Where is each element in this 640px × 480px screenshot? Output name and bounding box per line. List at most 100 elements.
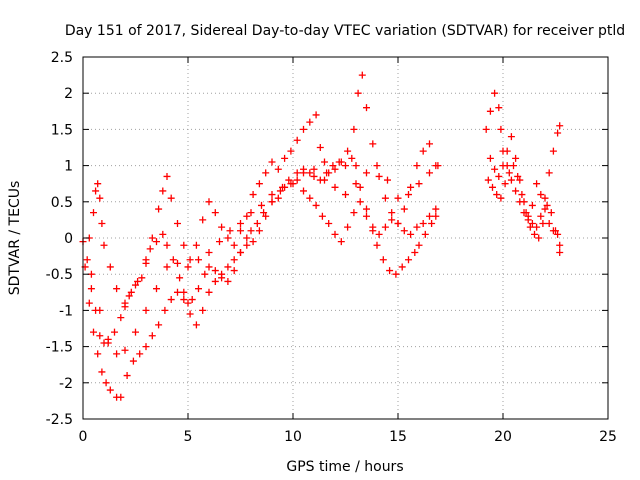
plus-marker <box>331 183 339 191</box>
plus-marker <box>159 187 167 195</box>
plus-marker <box>426 169 433 177</box>
plus-marker <box>363 169 370 177</box>
plus-marker <box>312 201 320 209</box>
plus-marker <box>237 220 244 228</box>
plus-marker <box>434 162 442 170</box>
plus-marker <box>218 223 226 231</box>
plus-marker <box>268 158 276 166</box>
plus-marker <box>342 191 349 199</box>
plus-marker <box>268 198 276 206</box>
plus-marker <box>426 212 433 220</box>
plus-marker <box>497 194 505 202</box>
plus-marker <box>524 212 532 220</box>
plus-marker <box>125 292 133 300</box>
axis-ticks <box>82 56 609 420</box>
plus-marker <box>384 176 391 184</box>
y-tick-labels: -2.5 -2 -1.5 -1 -0.5 0 0.5 1 1.5 2 2.5 <box>46 50 73 428</box>
plus-marker <box>312 111 320 119</box>
plus-marker <box>205 288 213 296</box>
plus-marker <box>285 176 293 184</box>
plus-marker <box>400 205 408 213</box>
plus-marker <box>127 288 135 296</box>
plus-marker <box>243 241 251 249</box>
plus-marker <box>556 241 564 249</box>
plus-marker <box>142 306 150 314</box>
plus-marker <box>255 180 263 188</box>
plus-marker <box>153 285 160 293</box>
x-tick-label: 20 <box>494 429 512 445</box>
plus-marker <box>205 198 213 206</box>
plus-marker <box>400 227 408 235</box>
plus-marker <box>218 274 226 282</box>
plus-marker <box>123 372 131 380</box>
plus-marker <box>159 230 167 238</box>
plus-marker <box>262 212 270 220</box>
plot-frame <box>82 56 609 420</box>
plus-marker <box>192 241 200 249</box>
plus-marker <box>419 220 427 228</box>
plus-marker <box>541 205 549 213</box>
plus-marker <box>543 201 551 209</box>
x-tick-labels: 0 5 10 15 20 25 <box>79 429 617 445</box>
plus-marker <box>96 332 104 340</box>
plus-marker <box>520 198 528 206</box>
plus-marker <box>224 263 232 271</box>
plus-marker <box>226 227 234 235</box>
plus-marker <box>188 296 196 304</box>
plus-marker <box>407 230 415 238</box>
plus-marker <box>528 201 536 209</box>
plus-marker <box>300 187 307 195</box>
plus-marker <box>369 223 377 231</box>
plus-marker <box>134 277 142 285</box>
plus-marker <box>392 270 400 278</box>
series-trace-g <box>486 133 564 256</box>
plus-marker <box>184 263 192 271</box>
plus-marker <box>117 314 125 322</box>
plus-marker <box>199 216 207 224</box>
plus-marker <box>249 191 257 199</box>
y-tick-label: 0.5 <box>51 195 73 211</box>
plus-marker <box>174 288 181 296</box>
plus-marker <box>331 165 339 173</box>
plus-marker <box>106 263 114 271</box>
plus-marker <box>293 176 301 184</box>
plus-marker <box>526 223 534 231</box>
plus-marker <box>321 158 328 166</box>
plus-marker <box>287 147 295 155</box>
plus-marker <box>85 299 93 307</box>
y-tick-label: -0.5 <box>46 267 73 283</box>
plus-marker <box>556 122 564 130</box>
plus-marker <box>195 285 202 293</box>
plus-marker <box>388 209 396 217</box>
plus-marker <box>255 227 263 235</box>
x-tick-label: 25 <box>599 429 617 445</box>
plus-marker <box>281 154 289 162</box>
plus-marker <box>419 147 427 155</box>
plus-marker <box>186 310 194 318</box>
plus-marker <box>94 350 102 358</box>
plus-marker <box>138 274 146 282</box>
plus-marker <box>491 89 499 97</box>
plus-marker <box>132 328 139 336</box>
plus-marker <box>329 162 337 170</box>
plus-marker <box>531 230 538 238</box>
plus-marker <box>381 194 389 202</box>
plus-marker <box>547 209 555 217</box>
plus-marker <box>199 306 207 314</box>
y-axis-label: SDTVAR / TECUs <box>7 181 23 296</box>
plus-marker <box>186 256 194 264</box>
plus-marker <box>350 125 358 133</box>
plus-marker <box>174 220 181 228</box>
plus-marker <box>306 169 314 177</box>
plus-marker <box>363 205 370 213</box>
plus-marker <box>518 191 526 199</box>
plus-marker <box>321 176 328 184</box>
plus-marker <box>83 256 91 264</box>
plus-marker <box>87 270 95 278</box>
plus-marker <box>163 241 171 249</box>
plus-marker <box>533 223 541 231</box>
plus-marker <box>426 140 433 148</box>
plus-marker <box>381 223 389 231</box>
plus-marker <box>249 238 257 246</box>
